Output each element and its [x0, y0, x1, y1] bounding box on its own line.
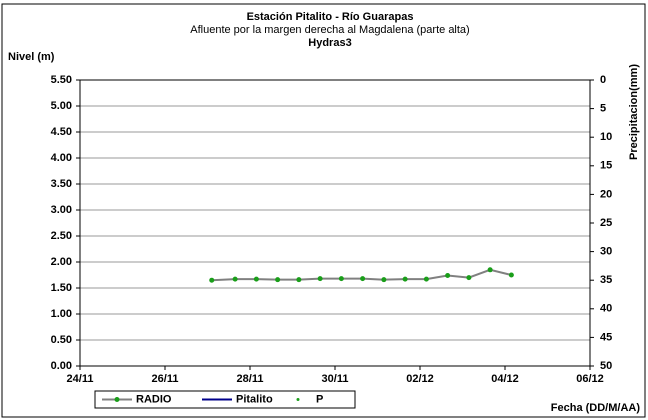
point — [317, 276, 323, 282]
x-tick-label: 06/12 — [576, 373, 604, 385]
station-name: Hydras3 — [308, 37, 351, 49]
y2-tick-label: 15 — [600, 160, 612, 172]
y-tick-label: 1.00 — [51, 308, 72, 320]
point — [338, 276, 344, 282]
x-tick-label: 30/11 — [322, 373, 349, 385]
point — [360, 276, 366, 282]
y-tick-label: 2.50 — [51, 230, 72, 242]
y-tick-label: 0.00 — [51, 360, 72, 372]
point — [402, 276, 408, 282]
y2-tick-label: 0 — [600, 74, 606, 86]
x-tick-label: 04/12 — [491, 373, 519, 385]
y-tick-label: 1.50 — [51, 282, 72, 294]
y2-tick-label: 10 — [600, 131, 612, 143]
y2-tick-label: 30 — [600, 246, 612, 258]
point — [487, 267, 493, 273]
point — [466, 275, 472, 281]
point — [232, 276, 238, 282]
x-tick-label: 02/12 — [406, 373, 434, 385]
point — [381, 277, 387, 283]
x-tick-label: 28/11 — [237, 373, 264, 385]
y-tick-label: 4.50 — [51, 126, 72, 138]
y-tick-label: 3.50 — [51, 178, 72, 190]
point — [209, 277, 215, 283]
y2-tick-label: 45 — [600, 331, 612, 343]
y2-tick-label: 20 — [600, 188, 612, 200]
legend-label: P — [316, 393, 323, 405]
y2-tick-label: 25 — [600, 217, 612, 229]
y2-tick-label: 40 — [600, 303, 612, 315]
y2-axis-label: Precipitacion(mm) — [628, 64, 640, 160]
y-tick-label: 5.00 — [51, 100, 72, 112]
y-tick-label: 4.00 — [51, 152, 72, 164]
point — [445, 273, 451, 279]
chart-title: Estación Pitalito - Río Guarapas — [247, 11, 414, 23]
point — [296, 277, 302, 283]
y-tick-label: 0.50 — [51, 334, 72, 346]
point — [253, 276, 259, 282]
point — [275, 277, 281, 283]
legend-marker — [296, 398, 300, 401]
chart-subtitle: Afluente por la margen derecha al Magdal… — [190, 24, 469, 36]
y-tick-label: 2.00 — [51, 256, 72, 268]
x-tick-label: 24/11 — [67, 373, 94, 385]
y2-tick-label: 5 — [600, 103, 606, 115]
y2-tick-label: 35 — [600, 274, 612, 286]
legend-marker — [114, 397, 120, 402]
y2-tick-label: 50 — [600, 360, 612, 372]
legend-label: Pitalito — [236, 393, 273, 405]
point — [508, 272, 514, 278]
x-axis-label: Fecha (DD/M/AA) — [551, 402, 641, 414]
point — [423, 276, 429, 282]
plot-area — [79, 79, 591, 367]
y-tick-label: 5.50 — [51, 74, 72, 86]
y-axis-label: Nivel (m) — [8, 51, 55, 63]
legend-label: RADIO — [136, 393, 172, 405]
x-tick-label: 26/11 — [152, 373, 179, 385]
y-tick-label: 3.00 — [51, 204, 72, 216]
